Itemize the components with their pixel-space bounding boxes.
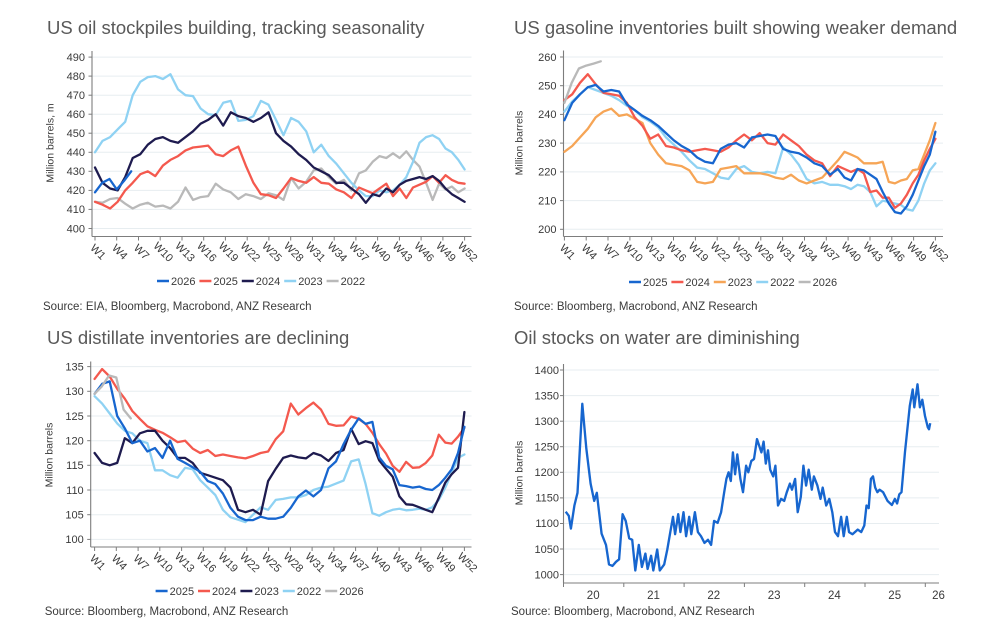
svg-text:2024: 2024 xyxy=(685,277,709,289)
svg-text:2025: 2025 xyxy=(213,276,237,288)
svg-text:110: 110 xyxy=(66,485,84,497)
svg-text:Source: Bloomberg, Macrobond,: Source: Bloomberg, Macrobond, ANZ Resear… xyxy=(45,606,289,618)
svg-text:430: 430 xyxy=(67,166,85,178)
svg-text:420: 420 xyxy=(67,185,85,197)
svg-text:470: 470 xyxy=(67,90,85,102)
svg-text:480: 480 xyxy=(67,71,85,83)
svg-text:2024: 2024 xyxy=(212,586,236,598)
svg-text:210: 210 xyxy=(538,195,556,207)
svg-text:2024: 2024 xyxy=(256,276,280,288)
svg-text:Million barrels: Million barrels xyxy=(514,111,526,176)
svg-text:440: 440 xyxy=(67,147,85,159)
svg-text:Source: Bloomberg, Macrobond,: Source: Bloomberg, Macrobond, ANZ Resear… xyxy=(511,606,755,618)
svg-text:410: 410 xyxy=(67,204,85,216)
svg-text:US gasoline inventories built: US gasoline inventories built showing we… xyxy=(514,17,957,38)
svg-text:2026: 2026 xyxy=(813,277,837,289)
svg-text:2023: 2023 xyxy=(728,277,752,289)
svg-text:1100: 1100 xyxy=(535,518,559,530)
svg-text:22: 22 xyxy=(707,590,720,602)
svg-text:200: 200 xyxy=(538,224,556,236)
svg-text:1350: 1350 xyxy=(535,390,559,402)
svg-text:21: 21 xyxy=(647,590,660,602)
svg-text:24: 24 xyxy=(828,590,841,602)
svg-text:26: 26 xyxy=(932,590,945,602)
svg-text:Source: Bloomberg, Macrobond,: Source: Bloomberg, Macrobond, ANZ Resear… xyxy=(514,301,758,313)
svg-text:2022: 2022 xyxy=(770,277,794,289)
svg-text:1300: 1300 xyxy=(535,416,559,428)
svg-text:US oil stockpiles building, tr: US oil stockpiles building, tracking sea… xyxy=(47,17,425,38)
svg-text:115: 115 xyxy=(66,460,84,472)
svg-text:120: 120 xyxy=(65,436,83,448)
svg-text:450: 450 xyxy=(67,128,85,140)
svg-text:1000: 1000 xyxy=(535,569,559,581)
svg-text:2026: 2026 xyxy=(171,276,195,288)
svg-text:1200: 1200 xyxy=(535,467,559,479)
svg-text:2022: 2022 xyxy=(341,276,365,288)
svg-text:2025: 2025 xyxy=(643,277,667,289)
svg-text:240: 240 xyxy=(538,109,556,121)
svg-text:1150: 1150 xyxy=(535,493,559,505)
svg-text:US distillate inventories are: US distillate inventories are declining xyxy=(47,327,349,348)
svg-text:2026: 2026 xyxy=(339,586,363,598)
svg-text:23: 23 xyxy=(768,590,781,602)
svg-text:Million barrels: Million barrels xyxy=(44,423,56,488)
svg-text:130: 130 xyxy=(65,386,83,398)
svg-text:25: 25 xyxy=(888,590,901,602)
svg-text:2022: 2022 xyxy=(297,586,321,598)
svg-text:135: 135 xyxy=(65,361,83,373)
svg-text:1050: 1050 xyxy=(535,544,559,556)
svg-text:260: 260 xyxy=(538,52,556,64)
svg-text:1250: 1250 xyxy=(535,442,559,454)
svg-text:460: 460 xyxy=(67,109,85,121)
svg-text:2023: 2023 xyxy=(298,276,322,288)
svg-text:2023: 2023 xyxy=(254,586,278,598)
svg-text:400: 400 xyxy=(67,223,85,235)
svg-text:105: 105 xyxy=(65,510,83,522)
svg-text:125: 125 xyxy=(65,411,83,423)
svg-text:490: 490 xyxy=(67,52,85,64)
svg-text:220: 220 xyxy=(538,167,556,179)
svg-text:Million barrels: Million barrels xyxy=(514,441,526,506)
svg-text:Oil stocks on water are dimini: Oil stocks on water are diminishing xyxy=(514,327,800,348)
svg-text:250: 250 xyxy=(538,81,556,93)
svg-text:230: 230 xyxy=(538,138,556,150)
svg-text:Source: EIA, Bloomberg, Macrob: Source: EIA, Bloomberg, Macrobond, ANZ R… xyxy=(43,301,311,313)
svg-text:1400: 1400 xyxy=(535,365,559,377)
svg-text:20: 20 xyxy=(587,590,600,602)
svg-text:Million barrels, m: Million barrels, m xyxy=(45,103,57,183)
svg-text:2025: 2025 xyxy=(170,586,194,598)
svg-text:100: 100 xyxy=(65,534,83,546)
